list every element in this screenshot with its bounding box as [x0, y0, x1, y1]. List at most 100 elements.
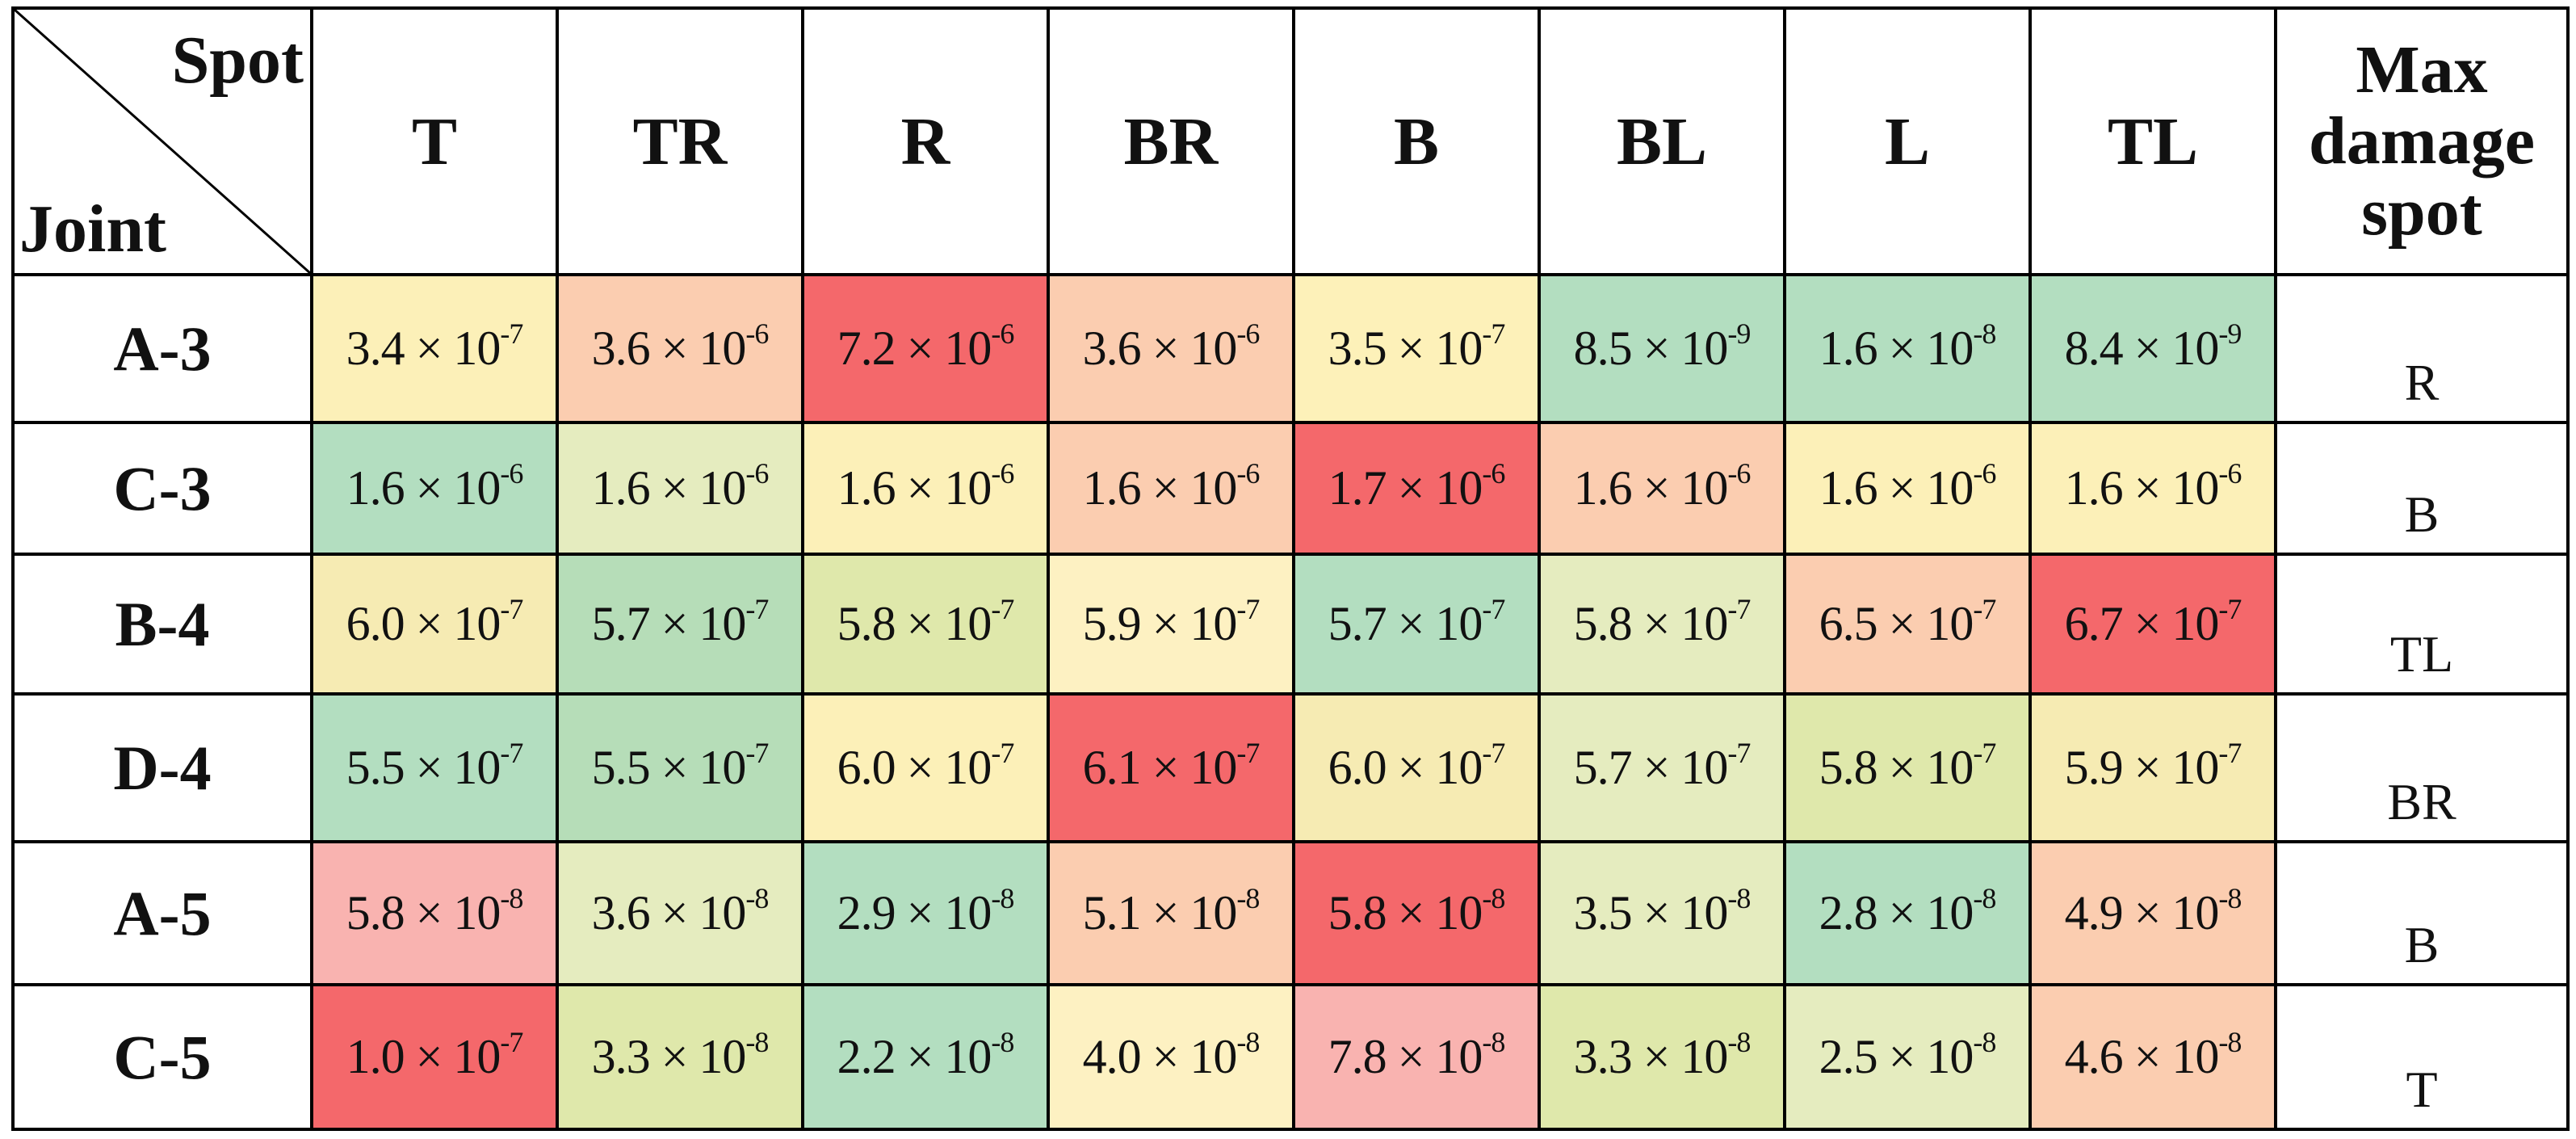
- value-exponent: -7: [1482, 317, 1505, 350]
- value-cell: 2.8 × 10-8: [1783, 840, 2032, 986]
- value-exponent: -7: [500, 1026, 523, 1058]
- value-cell: 8.4 × 10-9: [2028, 273, 2277, 424]
- value-mantissa: 5.7 × 10: [1573, 741, 1729, 794]
- value-cell: 5.9 × 10-7: [1047, 553, 1295, 696]
- value-mantissa: 4.0 × 10: [1082, 1030, 1238, 1083]
- table-row: B-4 6.0 × 10-7 5.7 × 10-7 5.8 × 10-7 5.9 × 1…: [11, 553, 2570, 696]
- value-exponent: -8: [1482, 1026, 1505, 1058]
- value-exponent: -8: [991, 1026, 1014, 1058]
- value-cell: 1.6 × 10-6: [1047, 421, 1295, 556]
- diagonal: [15, 10, 310, 273]
- value-exponent: -7: [500, 593, 523, 625]
- value-cell: 7.2 × 10-6: [801, 273, 1050, 424]
- value-mantissa: 6.0 × 10: [346, 597, 501, 650]
- value-mantissa: 3.3 × 10: [591, 1030, 747, 1083]
- value-mantissa: 3.6 × 10: [591, 322, 747, 375]
- value-cell: 5.1 × 10-8: [1047, 840, 1295, 986]
- value-mantissa: 5.8 × 10: [1328, 886, 1483, 939]
- value-mantissa: 6.0 × 10: [1328, 741, 1483, 794]
- value-exponent: -7: [1727, 737, 1751, 769]
- column-header: BL: [1538, 6, 1786, 276]
- value-cell: 5.8 × 10-8: [1292, 840, 1541, 986]
- header-row: Spot Joint T TR R BR B BL L TL Max damage spot: [11, 6, 2570, 276]
- summary-header: Max damage spot: [2274, 6, 2570, 276]
- max-spot-cell: R: [2274, 273, 2570, 424]
- value-mantissa: 8.4 × 10: [2064, 322, 2220, 375]
- joint-cell: B-4: [11, 553, 313, 696]
- value-exponent: -6: [2218, 457, 2242, 490]
- table-row: C-5 1.0 × 10-7 3.3 × 10-8 2.2 × 10-8 4.0 × 1…: [11, 983, 2570, 1131]
- value-exponent: -7: [500, 317, 523, 350]
- value-exponent: -8: [1973, 317, 1996, 350]
- value-cell: 3.4 × 10-7: [310, 273, 559, 424]
- value-cell: 5.8 × 10-7: [1783, 692, 2032, 843]
- value-exponent: -8: [1727, 1026, 1751, 1058]
- damage-table: Spot Joint T TR R BR B BL L TL Max damage spot A…: [11, 6, 2570, 1131]
- value-cell: 6.0 × 10-7: [1292, 692, 1541, 843]
- value-cell: 6.7 × 10-7: [2028, 553, 2277, 696]
- value-mantissa: 1.7 × 10: [1328, 461, 1483, 515]
- value-mantissa: 5.9 × 10: [1082, 597, 1238, 650]
- value-cell: 1.6 × 10-6: [1538, 421, 1786, 556]
- value-cell: 8.5 × 10-9: [1538, 273, 1786, 424]
- value-mantissa: 1.6 × 10: [1082, 461, 1238, 515]
- max-spot-cell: B: [2274, 421, 2570, 556]
- value-mantissa: 1.6 × 10: [2064, 461, 2220, 515]
- value-exponent: -7: [745, 737, 769, 769]
- value-exponent: -6: [991, 317, 1014, 350]
- value-cell: 1.6 × 10-6: [801, 421, 1050, 556]
- table-row: C-3 1.6 × 10-6 1.6 × 10-6 1.6 × 10-6 1.6 × 1…: [11, 421, 2570, 556]
- value-cell: 3.6 × 10-8: [556, 840, 804, 986]
- value-mantissa: 3.4 × 10: [346, 322, 501, 375]
- value-cell: 6.0 × 10-7: [801, 692, 1050, 843]
- value-cell: 5.9 × 10-7: [2028, 692, 2277, 843]
- value-cell: 4.6 × 10-8: [2028, 983, 2277, 1131]
- table-row: A-3 3.4 × 10-7 3.6 × 10-6 7.2 × 10-6 3.6 × 1…: [11, 273, 2570, 424]
- value-cell: 6.1 × 10-7: [1047, 692, 1295, 843]
- value-cell: 6.5 × 10-7: [1783, 553, 2032, 696]
- value-exponent: -7: [1482, 593, 1505, 625]
- column-label: Spot: [171, 23, 304, 98]
- value-exponent: -9: [2218, 317, 2242, 350]
- value-mantissa: 6.0 × 10: [837, 741, 992, 794]
- value-mantissa: 5.7 × 10: [591, 597, 747, 650]
- value-mantissa: 2.5 × 10: [1819, 1030, 1974, 1083]
- value-mantissa: 1.6 × 10: [1573, 461, 1729, 515]
- value-exponent: -7: [1236, 593, 1260, 625]
- value-mantissa: 7.8 × 10: [1328, 1030, 1483, 1083]
- value-exponent: -8: [745, 1026, 769, 1058]
- value-exponent: -7: [1236, 737, 1260, 769]
- value-mantissa: 1.0 × 10: [346, 1030, 501, 1083]
- value-exponent: -8: [1973, 882, 1996, 914]
- value-mantissa: 1.6 × 10: [1819, 461, 1974, 515]
- value-cell: 5.5 × 10-7: [310, 692, 559, 843]
- value-cell: 1.6 × 10-8: [1783, 273, 2032, 424]
- value-mantissa: 3.6 × 10: [591, 886, 747, 939]
- value-mantissa: 7.2 × 10: [837, 322, 992, 375]
- value-mantissa: 2.8 × 10: [1819, 886, 1974, 939]
- value-exponent: -8: [991, 882, 1014, 914]
- value-cell: 5.8 × 10-7: [801, 553, 1050, 696]
- joint-cell: C-5: [11, 983, 313, 1131]
- value-mantissa: 2.2 × 10: [837, 1030, 992, 1083]
- row-label: Joint: [19, 191, 167, 267]
- value-cell: 5.8 × 10-7: [1538, 553, 1786, 696]
- value-mantissa: 2.9 × 10: [837, 886, 992, 939]
- value-exponent: -6: [1482, 457, 1505, 490]
- value-mantissa: 3.3 × 10: [1573, 1030, 1729, 1083]
- value-cell: 5.7 × 10-7: [1538, 692, 1786, 843]
- value-mantissa: 6.5 × 10: [1819, 597, 1974, 650]
- table-row: D-4 5.5 × 10-7 5.5 × 10-7 6.0 × 10-7 6.1 × 1…: [11, 692, 2570, 843]
- joint-cell: A-3: [11, 273, 313, 424]
- value-exponent: -8: [1973, 1026, 1996, 1058]
- value-cell: 1.6 × 10-6: [1783, 421, 2032, 556]
- value-cell: 2.2 × 10-8: [801, 983, 1050, 1131]
- value-exponent: -7: [2218, 593, 2242, 625]
- value-exponent: -6: [745, 457, 769, 490]
- value-mantissa: 5.9 × 10: [2064, 741, 2220, 794]
- value-exponent: -6: [1236, 317, 1260, 350]
- value-exponent: -7: [745, 593, 769, 625]
- value-exponent: -8: [1236, 882, 1260, 914]
- value-mantissa: 5.8 × 10: [837, 597, 992, 650]
